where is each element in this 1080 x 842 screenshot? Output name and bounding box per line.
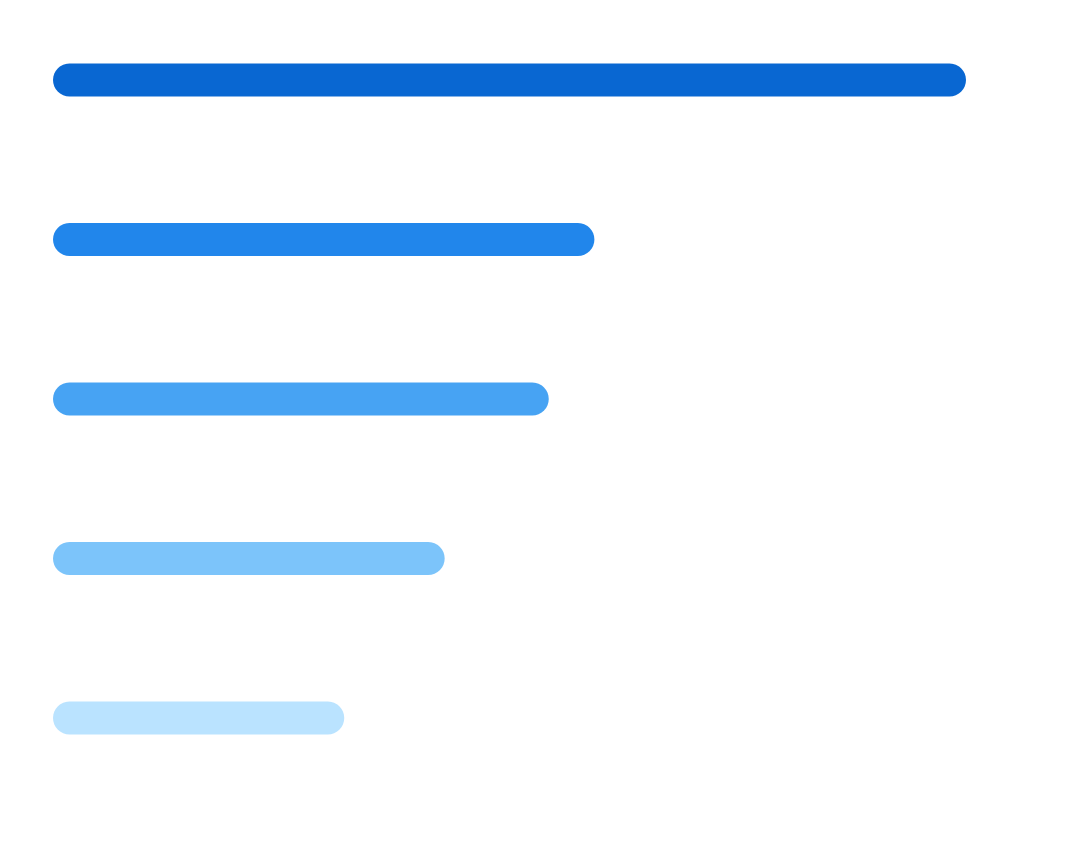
bar-5	[53, 701, 345, 735]
bar-1	[53, 63, 966, 97]
bar-2	[53, 223, 595, 256]
bar-4	[53, 542, 445, 575]
bar-3	[53, 382, 549, 416]
